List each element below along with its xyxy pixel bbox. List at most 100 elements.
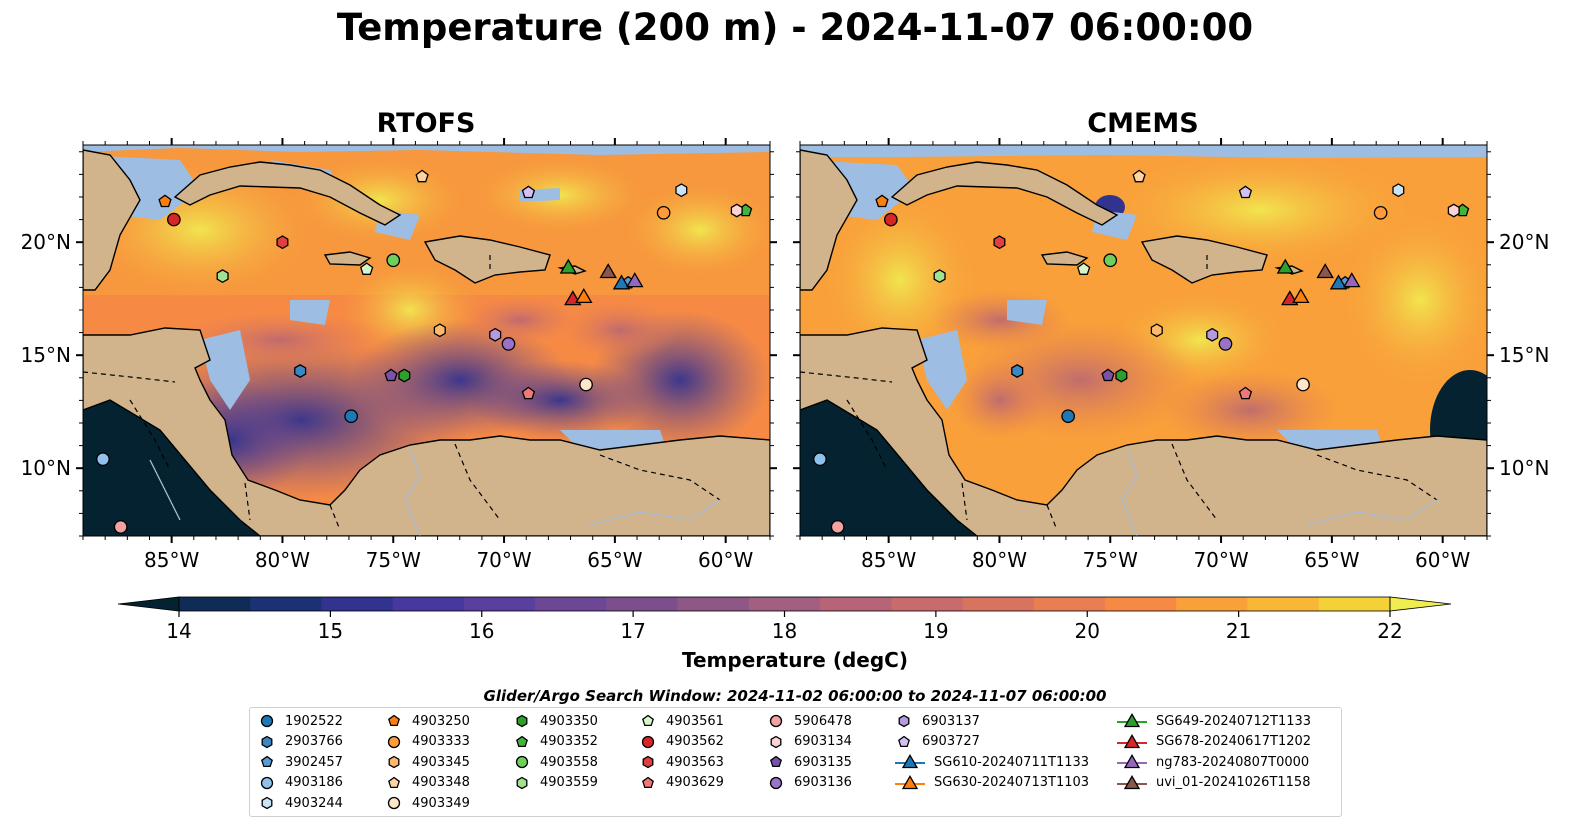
float-marker-5906478 — [113, 520, 128, 534]
float-marker-4903333 — [656, 205, 671, 220]
float-marker-4903559 — [933, 269, 946, 284]
legend-entry: 5906478 — [766, 711, 852, 731]
legend-marker — [516, 714, 528, 728]
glider-marker-SG630-20240713T1103 — [1292, 287, 1310, 304]
float-marker-4903563 — [993, 235, 1006, 250]
legend-marker — [387, 797, 401, 810]
float-marker-4903244 — [675, 183, 688, 198]
legend-entry: SG678-20240617T1202 — [1116, 732, 1311, 752]
legend-symbol — [898, 735, 910, 747]
legend-entry: uvi_01-20241026T1158 — [1116, 773, 1310, 793]
legend-symbol — [516, 735, 528, 747]
land-masses-cmems — [800, 149, 1487, 536]
x-tick-label: 60°W — [1415, 548, 1470, 572]
legend-label: 3902457 — [285, 754, 343, 770]
float-marker-6903137 — [1206, 327, 1219, 342]
legend-entry: 4903333 — [384, 732, 470, 752]
float-marker-4903348 — [1132, 169, 1146, 183]
colorbar-ticks: 14 15 16 17 18 19 20 21 22 — [166, 611, 1403, 643]
y-tick-label: 15°N — [1499, 343, 1549, 367]
y-tick-label: 20°N — [21, 230, 71, 254]
float-marker-4903186 — [96, 452, 110, 467]
legend-marker — [260, 714, 274, 728]
x-tick-label: 85°W — [861, 548, 916, 572]
figure-title: Temperature (200 m) - 2024-11-07 06:00:0… — [336, 6, 1254, 49]
legend-entry: 4903561 — [638, 711, 724, 731]
glider-marker-ng783-20240807T0000 — [626, 272, 644, 288]
legend-entry: 4903562 — [638, 732, 724, 752]
legend-entry: 4903559 — [512, 773, 598, 793]
legend-marker — [261, 797, 273, 810]
legend-symbol — [516, 714, 528, 728]
legend-entry: 6903136 — [766, 773, 852, 793]
float-marker-6903727 — [521, 185, 536, 199]
legend-entry: 4903186 — [257, 773, 343, 793]
legend-entry: 4903349 — [384, 793, 470, 813]
deep-pacific — [83, 400, 260, 536]
rivers-cmems — [1121, 449, 1438, 536]
glider-marker-SG610-20240711T1133 — [612, 274, 631, 290]
legend-marker — [1117, 712, 1147, 728]
legend-symbol — [515, 756, 529, 769]
legend-symbol — [642, 776, 654, 788]
float-marker-4903629 — [521, 386, 536, 400]
legend-marker — [770, 755, 782, 768]
legend-marker — [515, 756, 529, 769]
legend-entry: 2903766 — [257, 732, 343, 752]
legend-label: 4903562 — [666, 734, 724, 750]
map-panels: 85°W 80°W 75°W 70°W 65°W 60°W 20°N 15°N 10°N — [21, 138, 1549, 572]
float-marker-4903562 — [167, 212, 181, 227]
legend-title: Glider/Argo Search Window: 2024-11-02 06… — [483, 687, 1107, 705]
legend-label: SG678-20240617T1202 — [1156, 734, 1312, 750]
legend-label: SG610-20240711T1133 — [934, 754, 1090, 770]
y-tick-label: 20°N — [1499, 230, 1549, 254]
legend-marker — [516, 735, 528, 747]
country-borders-cmems — [800, 255, 1438, 531]
float-marker-5906478 — [830, 520, 845, 534]
float-marker-6903135 — [384, 368, 398, 382]
x-tick-label: 60°W — [698, 548, 753, 572]
legend-triangle — [1123, 712, 1141, 728]
legend-marker — [261, 755, 273, 768]
map-frame — [82, 144, 771, 537]
legend-entry: 4903629 — [638, 773, 724, 793]
legend-label: ng783-20240807T0000 — [1156, 754, 1310, 770]
legend-marker — [516, 776, 528, 790]
x-tick-label: 75°W — [1083, 548, 1138, 572]
legend-entry: 6903135 — [766, 752, 852, 772]
legend-label: 4903561 — [666, 713, 724, 729]
x-tick-label: 85°W — [144, 548, 199, 572]
legend-entry: SG630-20240713T1103 — [894, 773, 1089, 793]
glider-marker-uvi_01-20241026T1158 — [599, 263, 617, 279]
legend-symbol — [770, 755, 782, 768]
colorbar-tick-label: 17 — [620, 619, 645, 643]
float-marker-1902522 — [1061, 409, 1076, 424]
legend-marker — [641, 735, 655, 748]
legend-entry: SG649-20240712T1133 — [1116, 711, 1311, 731]
legend-symbol — [261, 735, 273, 748]
legend-symbol — [769, 776, 783, 789]
legend-label: 4903558 — [540, 754, 598, 770]
float-marker-4903250 — [158, 194, 172, 208]
float-marker-4903559 — [216, 269, 229, 284]
legend-symbol — [642, 755, 654, 769]
deep-pacific-cmems — [800, 400, 977, 536]
legend-entry: 1902522 — [257, 711, 343, 731]
y-tick-label: 10°N — [21, 456, 71, 480]
legend-triangle — [1123, 774, 1141, 789]
legend-entry: 4903352 — [512, 732, 598, 752]
legend-marker — [387, 735, 401, 748]
land-masses — [83, 149, 770, 536]
legend-symbol — [388, 755, 400, 769]
float-marker-4903561 — [360, 262, 374, 275]
legend-entry: 3902457 — [257, 752, 343, 772]
x-tick-label: 70°W — [476, 548, 531, 572]
legend-marker — [1117, 754, 1147, 769]
glider-marker-SG649-20240712T1133 — [559, 258, 578, 274]
legend-marker — [898, 735, 910, 747]
float-marker-6903137 — [489, 327, 502, 342]
legend-marker — [1117, 774, 1147, 789]
legend-label: 6903727 — [922, 734, 980, 750]
legend-triangle — [1123, 754, 1141, 769]
legend-symbol — [770, 735, 782, 748]
